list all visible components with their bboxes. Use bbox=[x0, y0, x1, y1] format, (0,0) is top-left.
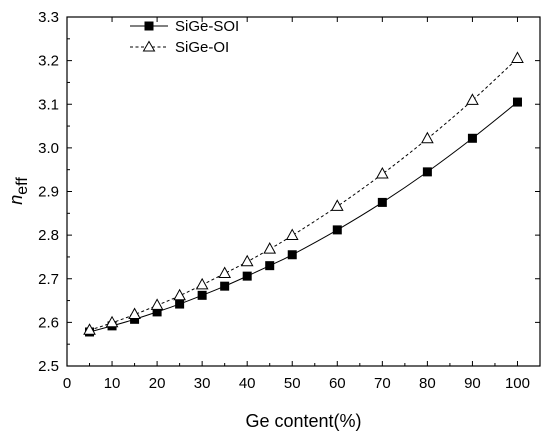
x-tick-label: 100 bbox=[505, 375, 530, 392]
data-point-sige-soi bbox=[377, 197, 387, 207]
data-point-sige-oi bbox=[128, 307, 141, 320]
data-point-sige-soi bbox=[332, 225, 342, 235]
series-line-sige-oi bbox=[89, 58, 518, 331]
data-point-sige-oi bbox=[195, 277, 209, 290]
data-point-sige-soi bbox=[152, 307, 162, 317]
y-tick-label: 3.0 bbox=[38, 140, 59, 157]
y-axis-title: neff bbox=[6, 177, 31, 205]
legend-label-sige-soi: SiGe-SOI bbox=[175, 18, 239, 35]
axis-layer: 0 10 20 30 40 50 60 70 80 90 100 2.5 2.6 2.7 2.8 2.9 3.0… bbox=[38, 9, 540, 392]
legend-marker-sige-oi bbox=[142, 40, 156, 52]
legend-label-sige-oi: SiGe-OI bbox=[175, 39, 229, 56]
data-point-sige-soi bbox=[287, 250, 297, 260]
data-point-sige-oi bbox=[375, 167, 389, 179]
x-tick-label: 30 bbox=[194, 375, 211, 392]
x-tick-label: 60 bbox=[329, 375, 346, 392]
y-axis-title-main: n bbox=[6, 195, 26, 205]
x-tick-label: 80 bbox=[419, 375, 436, 392]
legend-item-sige-soi: SiGe-SOI bbox=[130, 18, 239, 35]
data-point-sige-soi bbox=[175, 299, 185, 309]
x-tick-label: 40 bbox=[239, 375, 256, 392]
y-tick-label: 2.9 bbox=[38, 184, 59, 201]
data-point-sige-soi bbox=[197, 290, 207, 300]
data-point-sige-oi bbox=[285, 228, 299, 241]
series-layer bbox=[83, 51, 524, 337]
series-sige-oi bbox=[83, 51, 524, 335]
y-tick-label: 2.8 bbox=[38, 227, 59, 244]
data-point-sige-oi bbox=[83, 323, 96, 335]
x-tick-label: 50 bbox=[284, 375, 301, 392]
data-point-sige-soi bbox=[467, 133, 477, 143]
data-point-sige-soi bbox=[242, 271, 252, 281]
legend: SiGe-SOI SiGe-OI bbox=[130, 18, 239, 56]
data-point-sige-oi bbox=[263, 242, 277, 254]
legend-marker-sige-soi bbox=[144, 21, 154, 31]
y-tick-label: 3.2 bbox=[38, 53, 59, 70]
data-point-sige-oi bbox=[105, 315, 119, 328]
data-point-sige-soi bbox=[265, 261, 275, 271]
data-point-sige-oi bbox=[466, 93, 479, 105]
series-line-sige-soi bbox=[89, 101, 518, 333]
data-point-sige-oi bbox=[421, 131, 434, 144]
y-tick-label: 3.1 bbox=[38, 96, 59, 113]
x-tick-label: 10 bbox=[104, 375, 121, 392]
x-tick-label: 0 bbox=[63, 375, 71, 392]
x-tick-label: 90 bbox=[464, 375, 481, 392]
data-point-sige-oi bbox=[150, 298, 164, 310]
data-point-sige-oi bbox=[173, 288, 186, 301]
y-tick-label: 2.5 bbox=[38, 358, 59, 375]
x-axis-title: Ge content(%) bbox=[245, 411, 361, 431]
data-point-sige-soi bbox=[220, 281, 230, 291]
data-point-sige-oi bbox=[240, 254, 254, 267]
data-point-sige-soi bbox=[422, 167, 432, 177]
y-axis-title-sub: eff bbox=[14, 177, 31, 195]
x-tick-label: 70 bbox=[374, 375, 391, 392]
series-sige-soi bbox=[85, 97, 522, 337]
y-tick-label: 2.7 bbox=[38, 271, 59, 288]
data-point-sige-soi bbox=[130, 314, 140, 324]
legend-item-sige-oi: SiGe-OI bbox=[130, 39, 229, 56]
data-point-sige-oi bbox=[330, 199, 344, 211]
data-point-sige-soi bbox=[512, 97, 522, 107]
y-tick-label: 2.6 bbox=[38, 314, 59, 331]
data-point-sige-oi bbox=[218, 266, 232, 279]
x-tick-label: 20 bbox=[149, 375, 166, 392]
data-point-sige-oi bbox=[511, 51, 524, 63]
y-tick-label: 3.3 bbox=[38, 9, 59, 26]
